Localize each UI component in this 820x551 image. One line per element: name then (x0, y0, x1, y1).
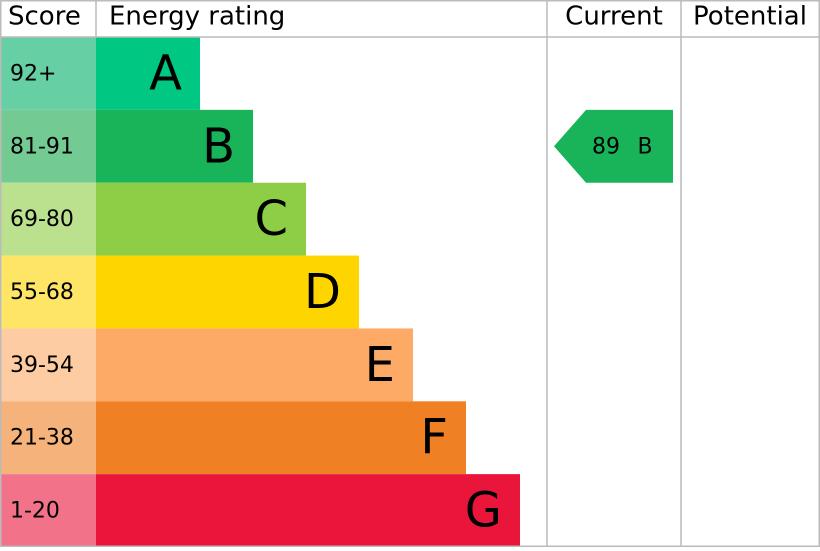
score-cell (0, 109, 96, 183)
current-marker: 89 B (554, 109, 673, 183)
band-letter: G (465, 483, 502, 539)
band-letter: F (420, 410, 448, 466)
current-letter: B (637, 134, 652, 159)
score-cell (0, 401, 96, 475)
band-bar (96, 328, 413, 402)
score-range: 92+ (10, 61, 56, 86)
band-bar (96, 182, 306, 256)
potential-header: Potential (693, 2, 807, 32)
score-range: 69-80 (10, 207, 74, 232)
band-bar (96, 109, 253, 183)
band-letter: E (365, 337, 395, 393)
band-bar (96, 474, 520, 547)
band-bar (96, 401, 466, 475)
score-header: Score (8, 2, 81, 32)
band-letter: D (304, 264, 341, 320)
band-bar (96, 255, 359, 329)
band-bar (96, 37, 200, 110)
header: Score Energy rating Current Potential (8, 2, 807, 32)
score-range: 1-20 (10, 499, 60, 524)
score-cell (0, 255, 96, 329)
score-range: 55-68 (10, 280, 74, 305)
current-header: Current (565, 2, 663, 32)
score-cell (0, 37, 96, 110)
score-cell (0, 328, 96, 402)
current-arrow (554, 109, 673, 183)
score-cell (0, 182, 96, 256)
band-letter: A (149, 45, 182, 101)
score-range: 21-38 (10, 426, 74, 451)
band-letter: C (254, 191, 288, 247)
score-range: 81-91 (10, 134, 74, 159)
band-letter: B (202, 118, 235, 174)
current-score: 89 (592, 134, 620, 159)
bands: 92+ A 81-91 B 69-80 C 55-68 D 39-54 E 21-38 F 1-20 G (0, 37, 520, 547)
score-range: 39-54 (10, 353, 74, 378)
score-cell (0, 474, 96, 547)
rating-header: Energy rating (109, 2, 285, 32)
